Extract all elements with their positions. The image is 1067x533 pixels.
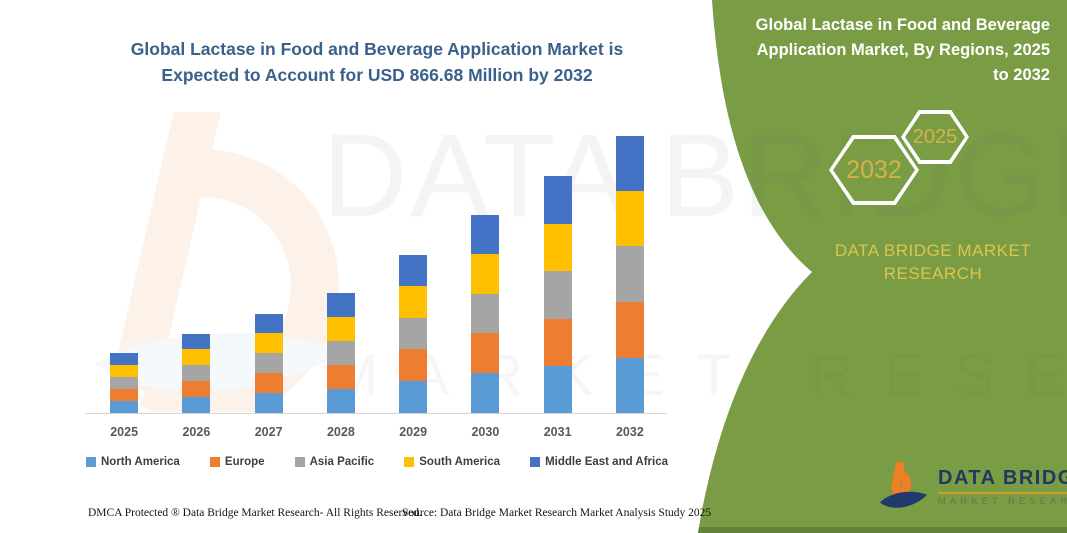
brand-logo: DATA BRIDGE MARKET RESEARCH xyxy=(878,460,1067,514)
legend-swatch-europe xyxy=(209,457,220,467)
x-tick-2030: 2030 xyxy=(471,425,500,439)
segment-south-america-2025 xyxy=(110,365,139,377)
hexagon-2032-label: 2032 xyxy=(846,155,902,184)
segment-europe-2031 xyxy=(543,319,572,366)
bar-stack-2030 xyxy=(471,215,500,413)
bar-column-2032 xyxy=(594,133,666,413)
legend-swatch-middle-east-and-africa xyxy=(530,457,541,467)
bar-stack-2031 xyxy=(543,176,572,413)
x-axis-line xyxy=(85,413,667,414)
segment-south-america-2029 xyxy=(399,286,428,318)
bar-stack-2032 xyxy=(615,136,644,413)
bar-column-2030 xyxy=(449,133,521,413)
segment-europe-2027 xyxy=(254,373,283,393)
segment-europe-2030 xyxy=(471,333,500,373)
segment-middle-east-and-africa-2029 xyxy=(399,255,428,286)
segment-asia-pacific-2026 xyxy=(182,365,211,381)
legend-swatch-south-america xyxy=(404,457,415,467)
chart-title: Global Lactase in Food and Beverage Appl… xyxy=(88,36,666,89)
segment-south-america-2030 xyxy=(471,254,500,294)
chart-title-line1: Global Lactase in Food and Beverage Appl… xyxy=(130,39,624,59)
segment-asia-pacific-2025 xyxy=(110,377,139,389)
segment-europe-2028 xyxy=(326,365,355,389)
bar-stack-2029 xyxy=(399,255,428,413)
logo-name: DATA BRIDGE xyxy=(938,467,1067,494)
bar-stack-2026 xyxy=(182,334,211,413)
segment-middle-east-and-africa-2032 xyxy=(615,136,644,191)
segment-south-america-2027 xyxy=(254,333,283,353)
segment-middle-east-and-africa-2028 xyxy=(326,293,355,317)
hexagon-2025-label: 2025 xyxy=(912,125,958,148)
segment-middle-east-and-africa-2031 xyxy=(543,176,572,224)
legend-label-asia-pacific: Asia Pacific xyxy=(309,456,375,468)
segment-middle-east-and-africa-2025 xyxy=(110,353,139,365)
bar-group xyxy=(88,133,666,413)
segment-europe-2025 xyxy=(110,389,139,401)
x-tick-2028: 2028 xyxy=(326,425,355,439)
segment-north-america-2030 xyxy=(471,373,500,413)
x-axis-labels: 2025 2026 2027 2028 2029 2030 2031 2032 xyxy=(88,425,666,439)
databridge-b-icon xyxy=(879,461,928,508)
chart-title-line2: Expected to Account for USD 866.68 Milli… xyxy=(161,65,593,86)
legend-item-europe: Europe xyxy=(209,456,265,468)
bar-stack-2028 xyxy=(326,293,355,413)
x-tick-2032: 2032 xyxy=(615,425,644,439)
x-tick-2026: 2026 xyxy=(182,425,211,439)
bar-column-2027 xyxy=(233,133,305,413)
legend-item-asia-pacific: Asia Pacific xyxy=(294,456,375,468)
footer-dmca-text: DMCA Protected ® Data Bridge Market Rese… xyxy=(88,507,422,519)
legend-label-south-america: South America xyxy=(419,456,500,468)
segment-north-america-2026 xyxy=(182,397,211,413)
legend-label-north-america: North America xyxy=(101,456,180,468)
segment-north-america-2025 xyxy=(110,401,139,413)
bar-column-2025 xyxy=(88,133,160,413)
legend: North America Europe Asia Pacific South Ame… xyxy=(86,456,668,468)
segment-north-america-2028 xyxy=(326,389,355,413)
segment-north-america-2029 xyxy=(399,381,428,413)
legend-label-middle-east-and-africa: Middle East and Africa xyxy=(545,456,668,468)
bar-column-2029 xyxy=(377,133,449,413)
bar-stack-2027 xyxy=(254,314,283,413)
bar-column-2026 xyxy=(160,133,232,413)
logo-subtitle: MARKET RESEARCH xyxy=(938,496,1067,507)
segment-south-america-2032 xyxy=(615,191,644,246)
legend-swatch-asia-pacific xyxy=(294,457,305,467)
segment-asia-pacific-2031 xyxy=(543,271,572,319)
bar-column-2031 xyxy=(522,133,594,413)
segment-south-america-2031 xyxy=(543,224,572,271)
x-tick-2025: 2025 xyxy=(110,425,139,439)
segment-south-america-2026 xyxy=(182,349,211,365)
legend-swatch-north-america xyxy=(86,457,96,467)
segment-south-america-2028 xyxy=(326,317,355,341)
x-tick-2031: 2031 xyxy=(543,425,572,439)
x-tick-2029: 2029 xyxy=(399,425,428,439)
segment-asia-pacific-2028 xyxy=(326,341,355,365)
segment-north-america-2027 xyxy=(254,393,283,413)
legend-item-middle-east-and-africa: Middle East and Africa xyxy=(530,456,668,468)
panel-brand-text: DATA BRIDGE MARKET RESEARCH xyxy=(834,241,1032,283)
segment-europe-2032 xyxy=(615,302,644,358)
segment-asia-pacific-2030 xyxy=(471,294,500,333)
x-tick-2027: 2027 xyxy=(254,425,283,439)
segment-middle-east-and-africa-2026 xyxy=(182,334,211,349)
segment-asia-pacific-2029 xyxy=(399,318,428,349)
segment-europe-2029 xyxy=(399,349,428,381)
legend-label-europe: Europe xyxy=(224,456,265,468)
segment-asia-pacific-2027 xyxy=(254,353,283,373)
panel-heading: Global Lactase in Food and Beverage Appl… xyxy=(755,16,1050,84)
segment-asia-pacific-2032 xyxy=(615,246,644,302)
bar-stack-2025 xyxy=(110,353,139,413)
segment-middle-east-and-africa-2027 xyxy=(254,314,283,333)
segment-europe-2026 xyxy=(182,381,211,397)
segment-north-america-2032 xyxy=(615,358,644,413)
segment-middle-east-and-africa-2030 xyxy=(471,215,500,254)
segment-north-america-2031 xyxy=(543,366,572,413)
legend-item-north-america: North America xyxy=(86,456,180,468)
bar-column-2028 xyxy=(305,133,377,413)
legend-item-south-america: South America xyxy=(404,456,500,468)
footer-source-text: Source: Data Bridge Market Research Mark… xyxy=(402,507,712,519)
